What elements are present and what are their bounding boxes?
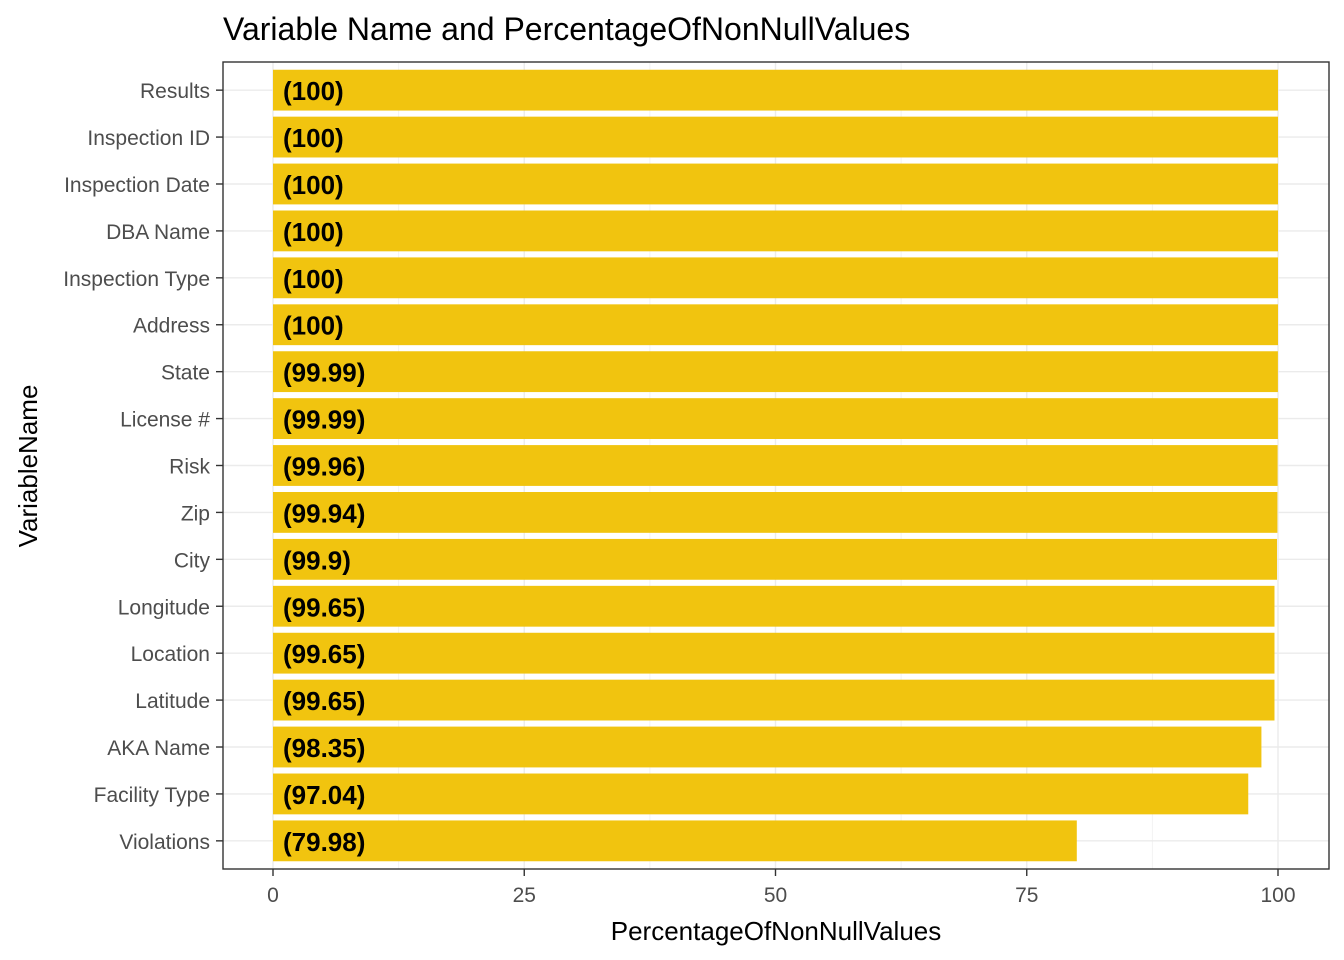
data-label: (99.94): [283, 498, 365, 528]
bar: [273, 163, 1278, 205]
bar: [273, 632, 1275, 674]
data-label: (99.65): [283, 592, 365, 622]
data-label: (100): [283, 76, 344, 106]
data-label: (98.35): [283, 733, 365, 763]
y-axis-title: VariableName: [13, 385, 43, 548]
data-label: (99.65): [283, 639, 365, 669]
y-tick-label: DBA Name: [106, 221, 210, 244]
y-tick-label: Inspection ID: [87, 127, 210, 150]
bar: [273, 679, 1275, 721]
bar: [273, 351, 1278, 393]
bar: [273, 726, 1262, 768]
bar: [273, 69, 1278, 111]
data-label: (99.99): [283, 358, 365, 388]
data-label: (97.04): [283, 780, 365, 810]
bar: [273, 398, 1278, 439]
bar: [273, 304, 1278, 346]
x-tick-label: 75: [1015, 884, 1038, 907]
y-tick-label: License #: [120, 409, 210, 432]
y-axis: Results Inspection ID Inspection Date DBA N…: [63, 80, 223, 854]
y-tick-label: Address: [133, 315, 210, 338]
x-tick-label: 100: [1260, 884, 1295, 907]
data-label: (100): [283, 123, 344, 153]
data-label: (100): [283, 170, 344, 200]
bar: [273, 210, 1278, 252]
x-tick-label: 50: [764, 884, 787, 907]
bar-labels: (100) (100) (100) (100) (100) (100) (99.99) (99…: [283, 76, 365, 857]
y-tick-label: AKA Name: [107, 737, 210, 760]
data-label: (99.65): [283, 686, 365, 716]
y-tick-label: Facility Type: [94, 784, 210, 807]
y-tick-label: City: [174, 549, 211, 572]
y-tick-label: State: [161, 362, 210, 385]
bar: [273, 492, 1278, 533]
x-axis: 0 25 50 75 100: [267, 869, 1296, 907]
data-label: (99.96): [283, 452, 365, 482]
bar: [273, 445, 1278, 486]
bar: [273, 538, 1277, 580]
y-tick-label: Results: [140, 80, 210, 103]
data-label: (100): [283, 264, 344, 294]
bar: [273, 585, 1275, 627]
y-tick-label: Violations: [119, 831, 210, 854]
data-label: (99.9): [283, 545, 351, 575]
y-tick-label: Inspection Date: [64, 174, 210, 197]
x-axis-title: PercentageOfNonNullValues: [611, 916, 941, 946]
bar: [273, 820, 1077, 862]
y-tick-label: Inspection Type: [63, 268, 210, 291]
x-tick-label: 25: [513, 884, 536, 907]
x-tick-label: 0: [267, 884, 279, 907]
data-label: (100): [283, 311, 344, 341]
bar: [273, 773, 1249, 815]
data-label: (99.99): [283, 405, 365, 435]
bars: [273, 69, 1278, 862]
y-tick-label: Zip: [181, 502, 210, 525]
bar: [273, 116, 1278, 158]
data-label: (100): [283, 217, 344, 247]
y-tick-label: Latitude: [135, 690, 210, 713]
data-label: (79.98): [283, 827, 365, 857]
chart-title: Variable Name and PercentageOfNonNullVal…: [223, 11, 910, 47]
y-tick-label: Longitude: [118, 596, 210, 619]
bar: [273, 257, 1278, 299]
y-tick-label: Location: [131, 643, 210, 666]
y-tick-label: Risk: [169, 456, 210, 479]
